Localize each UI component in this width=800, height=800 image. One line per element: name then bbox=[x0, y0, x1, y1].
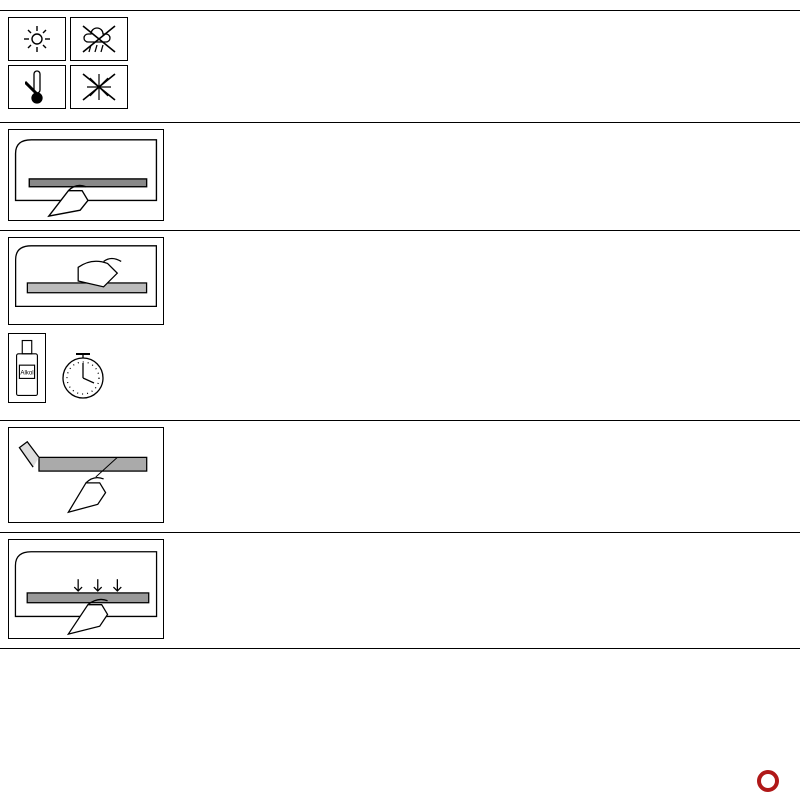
peel-tape-icon bbox=[8, 427, 164, 523]
rain-crossed-icon bbox=[70, 17, 128, 61]
text-1 bbox=[172, 11, 800, 122]
timer-icon bbox=[56, 349, 110, 403]
alcohol-bottle-icon: Alkol bbox=[8, 333, 46, 403]
alcohol-label: Alkol bbox=[20, 370, 33, 377]
illus-4 bbox=[0, 421, 172, 532]
text-5 bbox=[172, 533, 800, 648]
logo-o-icon bbox=[757, 770, 779, 792]
illus-3: Alkol bbox=[0, 231, 172, 420]
brand-logo bbox=[756, 770, 782, 792]
row-1 bbox=[0, 11, 800, 123]
press-install-icon bbox=[8, 539, 164, 639]
snow-crossed-icon bbox=[70, 65, 128, 109]
sun-icon bbox=[8, 17, 66, 61]
illus-5 bbox=[0, 533, 172, 648]
row-3: Alkol bbox=[0, 231, 800, 421]
env-icon-grid bbox=[8, 17, 128, 109]
trial-fit-icon bbox=[8, 129, 164, 221]
row-4 bbox=[0, 421, 800, 533]
illus-2 bbox=[0, 123, 172, 230]
title-bar bbox=[0, 0, 800, 11]
row-5 bbox=[0, 533, 800, 649]
row-2 bbox=[0, 123, 800, 231]
text-4 bbox=[172, 421, 800, 532]
rows: Alkol bbox=[0, 11, 800, 764]
thermometer-icon bbox=[8, 65, 66, 109]
illus-1 bbox=[0, 11, 172, 122]
text-3 bbox=[172, 231, 800, 420]
primer-wait-icons: Alkol bbox=[8, 333, 110, 403]
clean-surface-icon bbox=[8, 237, 164, 325]
text-2 bbox=[172, 123, 800, 230]
footer bbox=[0, 764, 800, 800]
instruction-sheet: Alkol bbox=[0, 0, 800, 800]
